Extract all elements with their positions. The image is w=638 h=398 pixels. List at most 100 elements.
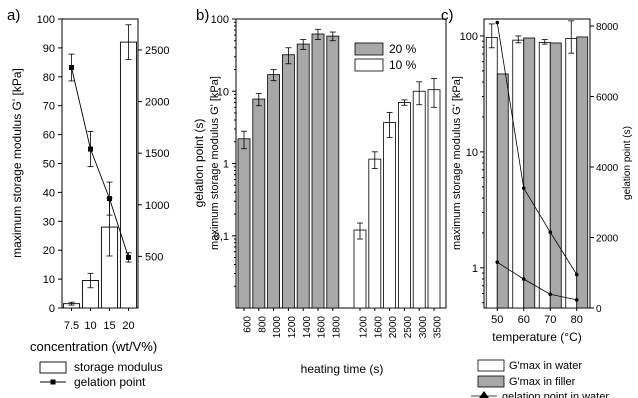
panel-a-ytick-label: 80 xyxy=(43,72,55,84)
panel-a-line-marker xyxy=(69,65,74,71)
panel-a-y2tick-label: 1500 xyxy=(145,148,169,160)
panel-c-xtick-label: 60 xyxy=(518,314,530,326)
panel-a-ytick-label: 30 xyxy=(43,216,55,228)
panel-b-xtick-label: 1400 xyxy=(302,316,313,339)
panel-a-ytick-label: 100 xyxy=(37,14,55,26)
panel-b-bar-10 xyxy=(397,102,411,309)
panel-a-legend-label: gelation point xyxy=(74,375,146,389)
panel-b-xlabel: heating time (s) xyxy=(301,362,384,376)
panel-a-y2tick-label: 2500 xyxy=(145,45,169,57)
panel-c-gelation-filler-marker xyxy=(495,260,500,264)
panel-c-legend-label: G'max in filler xyxy=(509,376,576,388)
panel-b-bar-20 xyxy=(296,43,310,309)
panel-a-legend-line-marker xyxy=(50,379,56,385)
panel-a-xtick-label: 20 xyxy=(122,320,134,332)
panel-label-c: c) xyxy=(441,7,454,24)
panel-a-xtick-label: 7.5 xyxy=(64,320,79,332)
panel-b-bar-20 xyxy=(326,35,340,309)
panel-c-bar-filler xyxy=(576,36,589,309)
panel-b-xtick-label: 3500 xyxy=(433,316,444,339)
panel-b-legend-label: 20 % xyxy=(389,42,417,56)
panel-b-bar-20 xyxy=(252,98,266,309)
panel-c-bar-filler xyxy=(549,42,562,309)
panel-b-bar-10 xyxy=(353,229,367,309)
panel-c-ylabel: maximum storage modulus G' [kPa] xyxy=(451,76,463,250)
panel-a-y2tick-label: 2000 xyxy=(145,97,169,109)
panel-a-bar xyxy=(119,41,138,309)
panel-c-xtick-label: 70 xyxy=(544,314,556,326)
panel-b-xtick-label: 3000 xyxy=(418,316,429,339)
panel-a-line-marker xyxy=(88,146,93,152)
panel-b-bar-20 xyxy=(267,74,281,309)
panel-c-bar-filler xyxy=(523,37,536,309)
panel-label-b: b) xyxy=(196,7,209,24)
panel-c-y2tick-label: 0 xyxy=(596,304,602,315)
panel-c-gelation-water-line xyxy=(496,22,578,275)
panel-b-ytick-label: 0,1 xyxy=(214,231,229,243)
panel-a-ytick-label: 60 xyxy=(43,130,55,142)
panel-c-gelation-filler-marker xyxy=(548,292,553,297)
panel-label-a: a) xyxy=(7,7,20,24)
panel-b-ytick-label: 10 xyxy=(217,86,229,98)
panel-b-xtick-label: 1200 xyxy=(287,316,298,339)
panel-a-ytick-label: 10 xyxy=(43,274,55,286)
panel-a-ytick-label: 90 xyxy=(43,43,55,55)
panel-a-xlabel: concentration (wt/V%) xyxy=(30,339,157,354)
panel-b-xtick-label: 600 xyxy=(243,316,254,333)
panel-a-y2tick-label: 1000 xyxy=(145,200,169,212)
panel-b-xtick-label: 1800 xyxy=(331,316,342,339)
panel-b-xtick-label: 1200 xyxy=(359,316,370,339)
panel-b-bar-10 xyxy=(412,90,426,309)
panel-c-bar-water xyxy=(512,39,525,309)
panel-b-legend-swatch-20 xyxy=(354,42,384,56)
panel-a-line-marker xyxy=(126,254,131,260)
panel-a-legend-bar-swatch xyxy=(39,361,67,374)
panel-a-xtick-label: 10 xyxy=(84,320,96,332)
panel-b-bar-10 xyxy=(427,89,441,309)
panel-c-legend-label: G'max in water xyxy=(509,360,582,372)
panel-c-gelation-water-marker xyxy=(574,272,579,277)
panel-b-xtick-label: 2500 xyxy=(403,316,414,339)
panel-c-gelation-water-marker xyxy=(495,20,500,25)
panel-b-bar-10 xyxy=(368,158,382,309)
panel-c-gelation-filler-line xyxy=(497,261,577,301)
panel-c-y2label: gelation point (s) xyxy=(622,126,633,200)
panel-c-bar-filler xyxy=(496,73,509,309)
panel-c-ytick-label: 1 xyxy=(472,263,478,275)
panel-c-xtick-label: 80 xyxy=(571,314,583,326)
panel-a-ytick-label: 0 xyxy=(49,303,55,315)
panel-c-gelation-filler-marker xyxy=(574,298,579,302)
panel-b-xtick-label: 1600 xyxy=(317,316,328,339)
panel-b-legend-label: 10 % xyxy=(389,58,417,72)
panel-b-xtick-label: 1000 xyxy=(272,316,283,339)
panel-c-bar-water xyxy=(565,38,578,309)
panel-a-xtick-label: 15 xyxy=(103,320,115,332)
panel-c-gelation-water-marker xyxy=(521,186,526,190)
panel-c-ytick-label: 100 xyxy=(460,31,478,43)
panel-c-ytick-label: 10 xyxy=(466,147,478,159)
panel-a-gelation-line xyxy=(71,67,129,258)
panel-b-ytick-label: 1 xyxy=(223,159,229,171)
panel-b-bar-20 xyxy=(237,138,251,309)
panel-a-line-marker xyxy=(107,196,112,202)
panel-c-y2tick-label: 8000 xyxy=(596,22,619,33)
panel-c-gelation-filler-marker xyxy=(521,277,526,281)
panel-c-xtick-label: 50 xyxy=(491,314,503,326)
panel-c-legend-triangle-marker xyxy=(479,391,489,398)
panel-b-xtick-label: 800 xyxy=(257,316,268,333)
panel-b-bar-20 xyxy=(311,33,325,309)
panel-c-y2tick-label: 4000 xyxy=(596,163,619,174)
panel-c-bar-water xyxy=(538,41,551,309)
panel-b-xtick-label: 1600 xyxy=(373,316,384,339)
panel-a-y2label: gelation point (s) xyxy=(192,119,206,208)
panel-c-xlabel: temperature (°C) xyxy=(492,330,582,344)
panel-a-ytick-label: 70 xyxy=(43,101,55,113)
panel-b-bar-10 xyxy=(383,122,397,309)
panel-c-gelation-water-marker xyxy=(548,230,553,235)
panel-c-legend-swatch-water xyxy=(477,359,505,372)
panel-c-y2tick-label: 6000 xyxy=(596,93,619,104)
panel-a-y2tick-label: 500 xyxy=(145,251,163,263)
panel-a-ytick-label: 20 xyxy=(43,245,55,257)
panel-b-legend-swatch-10 xyxy=(354,58,384,72)
